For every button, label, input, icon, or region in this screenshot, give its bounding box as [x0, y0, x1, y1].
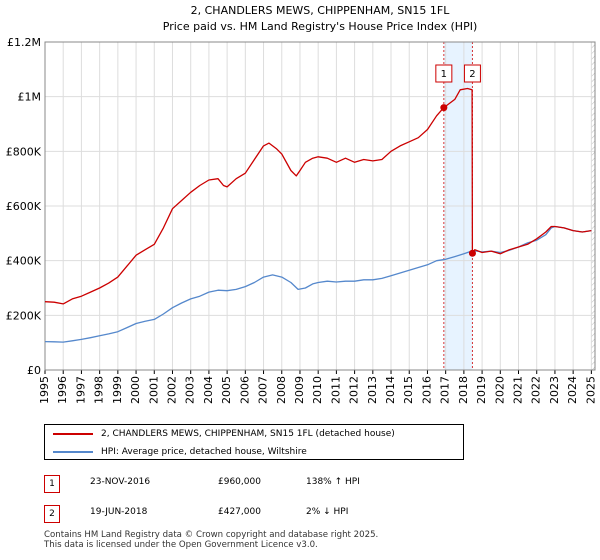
legend-item-property: 2, CHANDLERS MEWS, CHIPPENHAM, SN15 1FL …: [45, 425, 463, 443]
x-tick-label: 2001: [147, 376, 160, 404]
x-tick-label: 1997: [74, 376, 87, 404]
x-tick-label: 2002: [165, 376, 178, 404]
x-tick-label: 2017: [439, 376, 452, 404]
sale-label: 1: [435, 64, 453, 83]
transaction-row: 1 23-NOV-2016 £960,000 138% ↑ HPI: [44, 475, 564, 493]
y-tick-label: £1M: [18, 91, 42, 104]
footer-line-2: This data is licensed under the Open Gov…: [44, 540, 318, 550]
x-tick-label: 2020: [493, 376, 506, 404]
x-tick-label: 2021: [512, 376, 525, 404]
transaction-badge: 1: [44, 475, 60, 493]
sale-point: [440, 104, 448, 112]
x-tick-label: 2023: [548, 376, 561, 404]
x-tick-label: 2016: [420, 376, 433, 404]
price-chart: 2, CHANDLERS MEWS, CHIPPENHAM, SN15 1FL …: [6, 4, 598, 404]
sale-label-text: 1: [441, 69, 447, 80]
legend-label-property: 2, CHANDLERS MEWS, CHIPPENHAM, SN15 1FL …: [101, 429, 395, 439]
footer: Contains HM Land Registry data © Crown c…: [44, 530, 378, 550]
x-tick-label: 2019: [475, 376, 488, 404]
transaction-hpi: 138% ↑ HPI: [306, 477, 360, 487]
y-tick-label: £1.2M: [7, 36, 41, 49]
legend-swatch-property: [53, 433, 93, 435]
x-tick-label: 1999: [111, 376, 124, 404]
y-tick-label: £200K: [6, 309, 42, 322]
legend: 2, CHANDLERS MEWS, CHIPPENHAM, SN15 1FL …: [44, 424, 464, 460]
x-tick-label: 2008: [275, 376, 288, 404]
transaction-row: 2 19-JUN-2018 £427,000 2% ↓ HPI: [44, 505, 564, 523]
transaction-price: £427,000: [218, 507, 261, 517]
x-tick-label: 1998: [93, 376, 106, 404]
x-tick-label: 2009: [293, 376, 306, 404]
transaction-date: 19-JUN-2018: [90, 507, 148, 517]
x-tick-label: 2010: [311, 376, 324, 404]
y-tick-label: £400K: [6, 255, 42, 268]
chart-subtitle: Price paid vs. HM Land Registry's House …: [163, 20, 478, 33]
sale-point: [468, 249, 476, 257]
y-tick-label: £600K: [6, 200, 42, 213]
x-tick-label: 2011: [329, 376, 342, 404]
sale-label-text: 2: [469, 69, 475, 80]
sale-label-box: [435, 64, 453, 83]
x-tick-label: 2012: [348, 376, 361, 404]
x-tick-label: 2013: [366, 376, 379, 404]
x-tick-label: 1996: [56, 376, 69, 404]
x-tick-label: 2018: [457, 376, 470, 404]
x-tick-label: 2004: [202, 376, 215, 404]
y-tick-label: £0: [27, 364, 41, 377]
sale-label: 2: [463, 64, 481, 83]
x-tick-label: 2003: [184, 376, 197, 404]
x-tick-label: 1995: [38, 376, 51, 404]
y-tick-label: £800K: [6, 145, 42, 158]
legend-swatch-hpi: [53, 451, 93, 453]
transaction-hpi: 2% ↓ HPI: [306, 507, 349, 517]
transaction-price: £960,000: [218, 477, 261, 487]
x-tick-label: 2015: [402, 376, 415, 404]
x-tick-label: 2024: [566, 376, 579, 404]
legend-label-hpi: HPI: Average price, detached house, Wilt…: [101, 447, 307, 457]
x-tick-label: 2006: [238, 376, 251, 404]
x-tick-label: 2005: [220, 376, 233, 404]
x-tick-label: 2000: [129, 376, 142, 404]
transaction-badge: 2: [44, 505, 60, 523]
property-price-line: [44, 87, 592, 305]
x-tick-label: 2014: [384, 376, 397, 404]
x-tick-label: 2007: [257, 376, 270, 404]
chart-title: 2, CHANDLERS MEWS, CHIPPENHAM, SN15 1FL: [191, 4, 451, 17]
legend-item-hpi: HPI: Average price, detached house, Wilt…: [45, 443, 463, 461]
footer-line-1: Contains HM Land Registry data © Crown c…: [44, 530, 379, 540]
x-tick-label: 2022: [530, 376, 543, 404]
sale-label-box: [463, 64, 481, 83]
plot-frame: [44, 41, 596, 371]
transaction-date: 23-NOV-2016: [90, 477, 151, 487]
x-tick-label: 2025: [584, 376, 597, 404]
